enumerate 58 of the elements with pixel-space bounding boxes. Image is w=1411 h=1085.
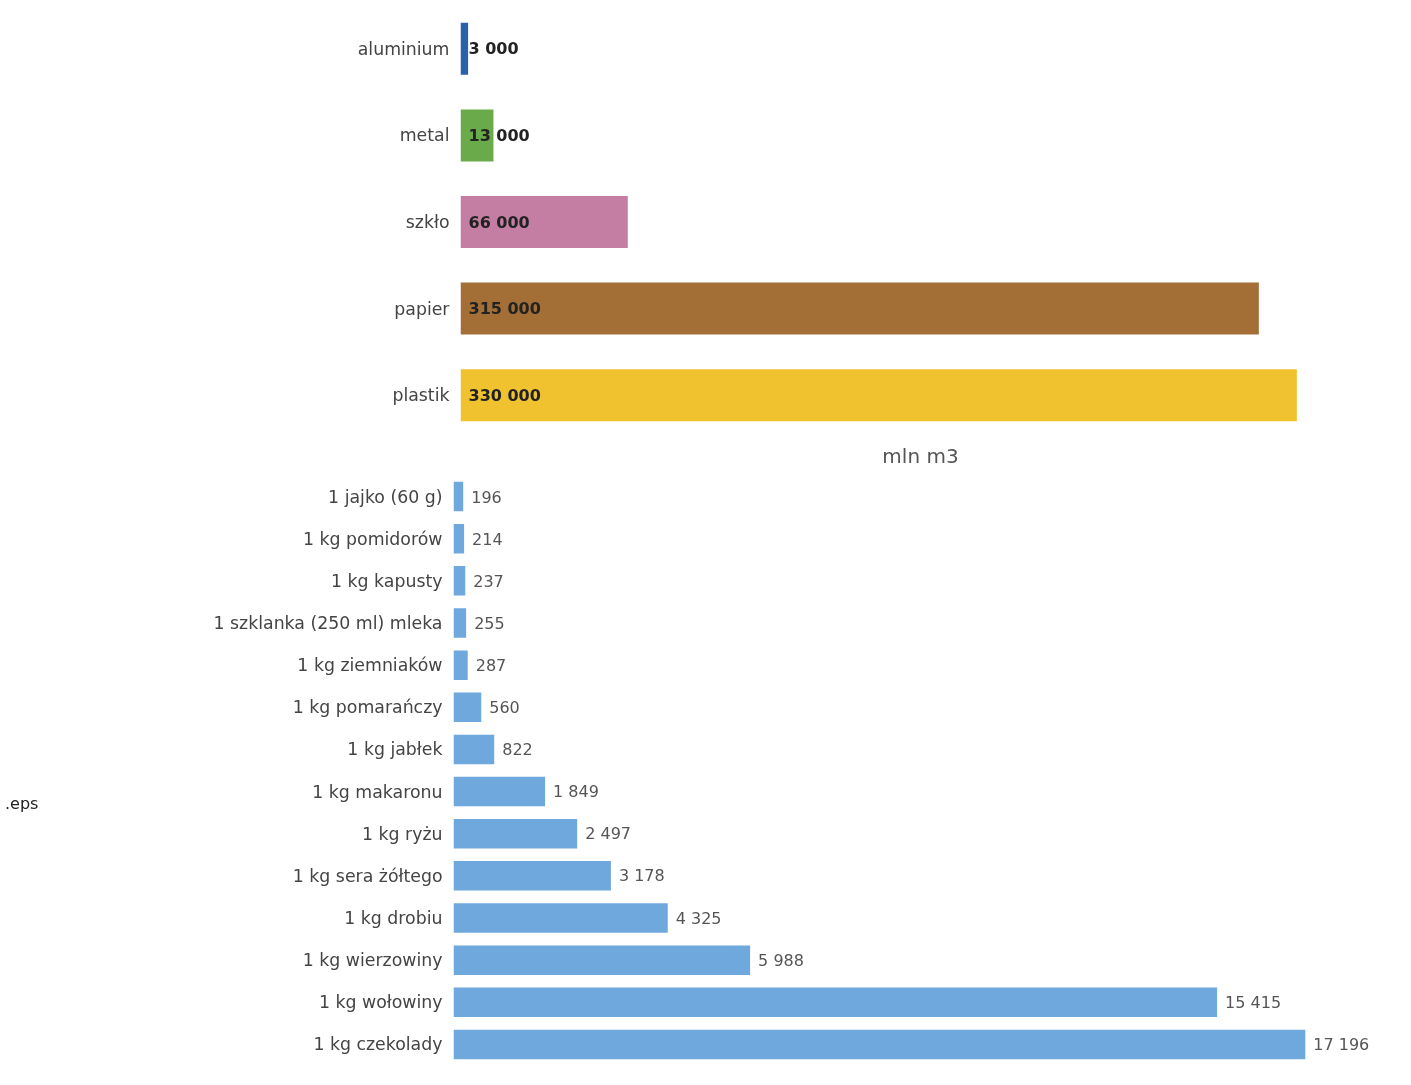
bar: [453, 945, 751, 975]
y-tick-label: 1 kg pomidorów: [303, 528, 443, 549]
data-label: 66 000: [468, 212, 530, 232]
bar: [460, 369, 1297, 422]
data-label: 3 000: [468, 39, 519, 59]
data-label: 560: [489, 698, 520, 718]
bar: [453, 776, 546, 807]
y-tick-label: 1 szklanka (250 ml) mleka: [213, 613, 443, 633]
bar: [453, 734, 495, 765]
y-tick-label: 1 jajko (60 g): [328, 486, 443, 507]
y-tick-label: 1 kg jabłek: [347, 739, 443, 760]
data-label: 822: [502, 740, 533, 760]
data-label: 214: [472, 529, 503, 549]
data-label: 17 196: [1313, 1034, 1370, 1054]
bar: [453, 523, 465, 554]
bar: [453, 818, 578, 849]
y-tick-label: 1 kg czekolady: [313, 1034, 443, 1055]
y-tick-label: papier: [394, 298, 451, 319]
bar: [453, 608, 467, 638]
data-label: 2 497: [585, 824, 631, 844]
y-tick-label: 1 kg pomarańczy: [292, 697, 443, 718]
data-label: 287: [475, 656, 507, 676]
bar: [453, 650, 468, 680]
y-tick-label: aluminium: [357, 38, 450, 59]
data-label: 237: [473, 571, 504, 591]
bar: [453, 987, 1218, 1018]
bar: [460, 22, 469, 75]
y-tick-label: 1 kg makaronu: [312, 781, 443, 802]
data-label: 4 325: [675, 908, 722, 928]
bar: [460, 282, 1259, 335]
bar: [453, 1029, 1306, 1060]
data-label: 5 988: [758, 950, 804, 970]
y-tick-label: metal: [399, 125, 450, 146]
x-axis-title: mln m3: [882, 443, 959, 468]
y-tick-label: 1 kg ryżu: [361, 823, 443, 844]
y-tick-label: 1 kg drobiu: [344, 908, 443, 928]
text: .eps: [5, 793, 39, 815]
bar: [453, 692, 482, 723]
bar: [453, 861, 611, 891]
bar: [453, 481, 464, 512]
bar: [453, 903, 668, 933]
y-tick-label: 1 kg ziemniaków: [297, 655, 443, 676]
y-tick-label: 1 kg wierzowiny: [302, 950, 443, 971]
y-tick-label: szkło: [405, 212, 450, 232]
data-label: 255: [474, 614, 505, 633]
y-tick-label: 1 kg kapusty: [331, 570, 443, 591]
data-label: 1 849: [553, 782, 599, 802]
data-label: 330 000: [468, 385, 541, 405]
data-label: 13 000: [468, 125, 530, 145]
bar: [460, 196, 628, 248]
data-label: 3 178: [618, 866, 665, 886]
y-tick-label: 1 kg wołowiny: [318, 992, 443, 1013]
y-tick-label: 1 kg sera żółtego: [292, 865, 443, 886]
data-label: 315 000: [468, 299, 541, 319]
bar: [453, 566, 466, 596]
data-label: 196: [471, 487, 502, 507]
y-tick-label: plastik: [392, 385, 450, 406]
data-label: 15 415: [1225, 992, 1282, 1012]
